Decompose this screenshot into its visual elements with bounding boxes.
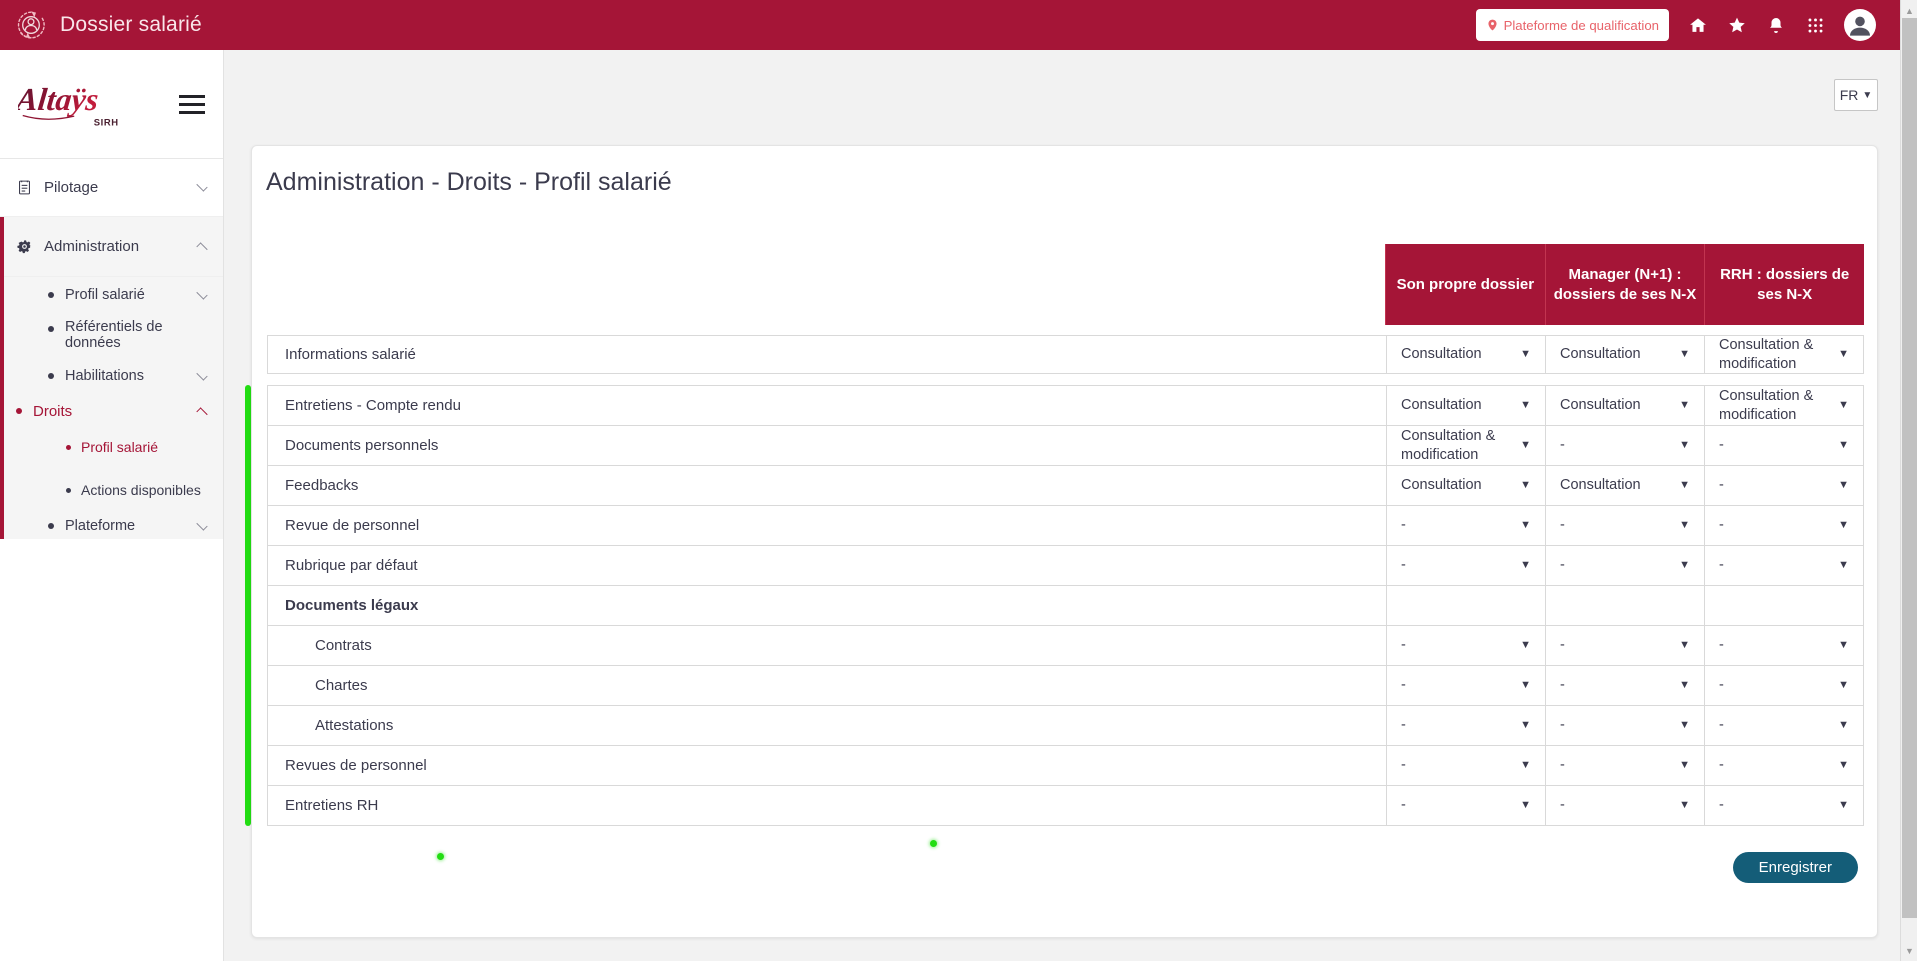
- svg-text:Altaÿs: Altaÿs: [18, 81, 100, 117]
- svg-text:SIRH: SIRH: [94, 118, 119, 129]
